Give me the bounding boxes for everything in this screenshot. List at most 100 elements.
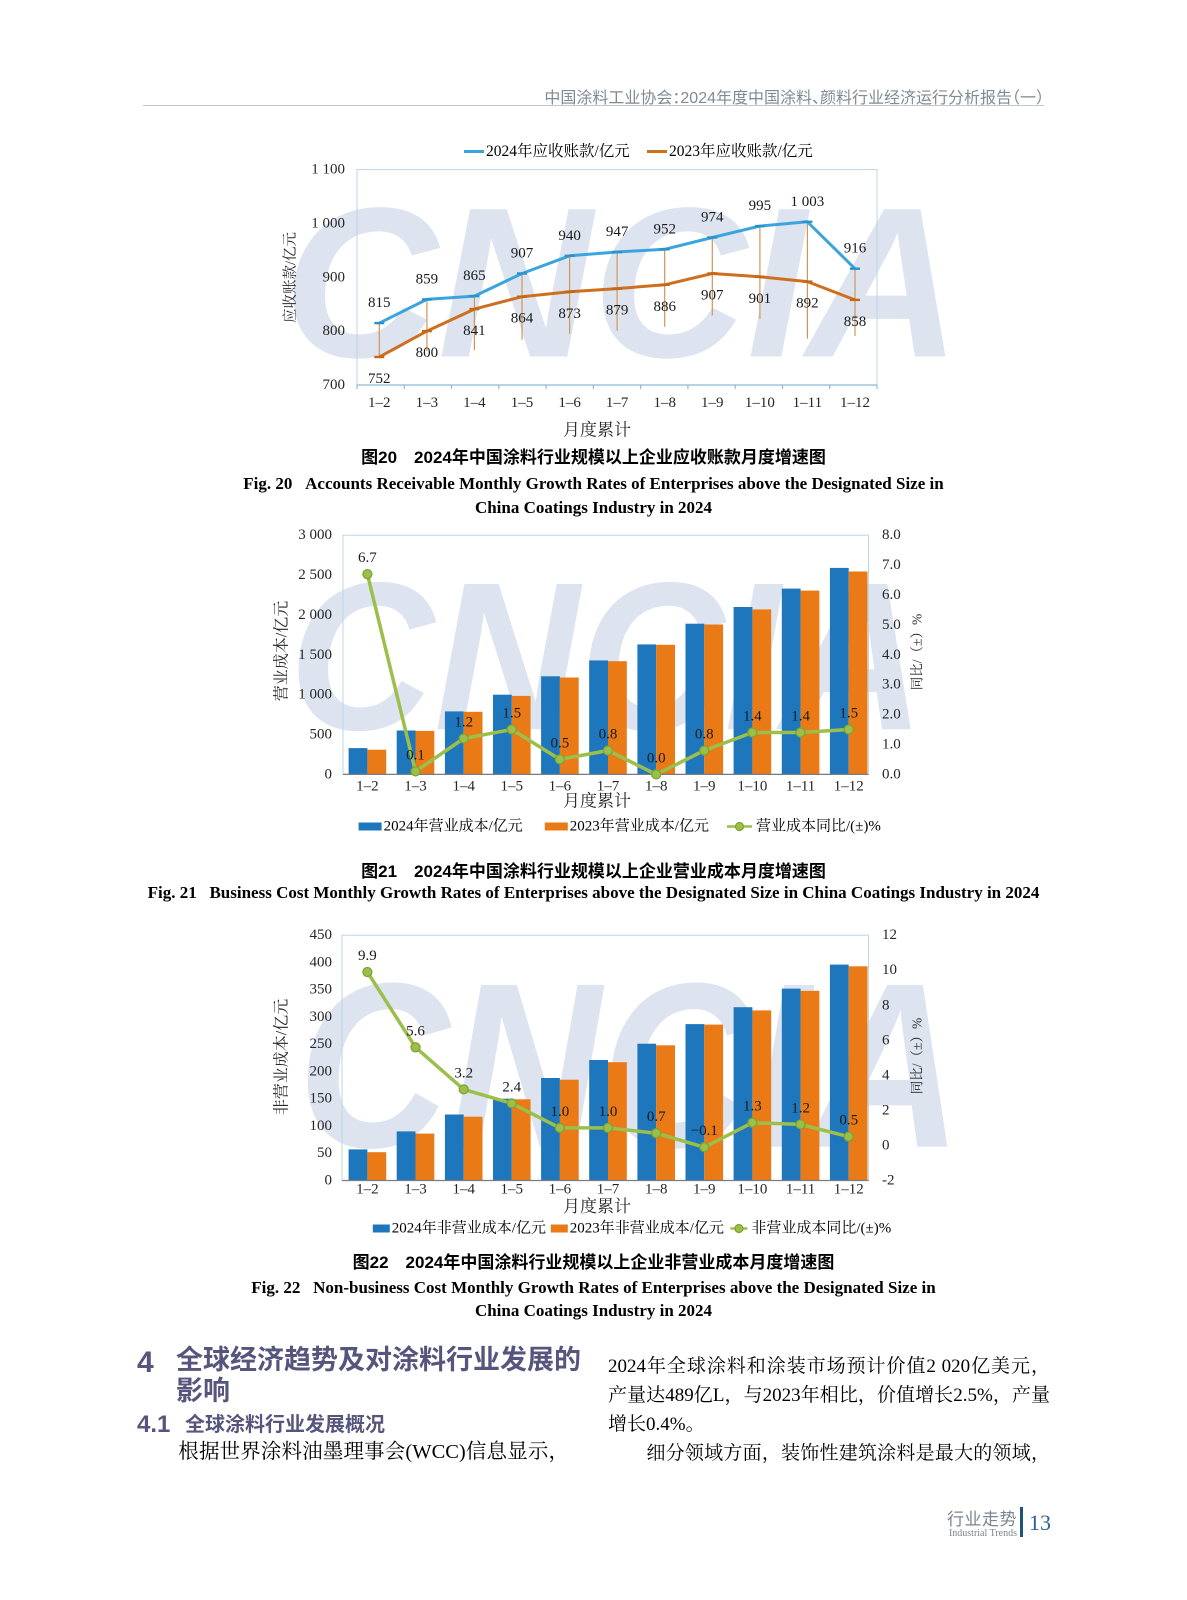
- svg-text:1.0: 1.0: [551, 1104, 570, 1120]
- svg-text:1.2: 1.2: [791, 1100, 810, 1116]
- svg-text:500: 500: [310, 727, 333, 743]
- svg-text:1–3: 1–3: [416, 395, 439, 411]
- svg-text:1–6: 1–6: [549, 1182, 572, 1198]
- svg-text:1–9: 1–9: [693, 1182, 716, 1198]
- svg-text:350: 350: [310, 982, 333, 998]
- svg-text:2024年营业成本/亿元: 2024年营业成本/亿元: [384, 817, 523, 835]
- svg-text:1–5: 1–5: [501, 1182, 524, 1198]
- svg-text:2: 2: [882, 1102, 890, 1118]
- svg-text:1 003: 1 003: [791, 194, 825, 210]
- svg-text:752: 752: [368, 371, 391, 387]
- svg-text:841: 841: [463, 323, 486, 339]
- svg-text:1–8: 1–8: [645, 1182, 668, 1198]
- svg-text:2024年非营业成本/亿元: 2024年非营业成本/亿元: [392, 1219, 546, 1237]
- svg-text:应收账款/亿元: 应收账款/亿元: [282, 231, 299, 323]
- svg-text:1–8: 1–8: [653, 395, 676, 411]
- svg-text:8: 8: [882, 997, 890, 1013]
- svg-text:1 500: 1 500: [298, 647, 332, 663]
- svg-text:1.3: 1.3: [743, 1099, 762, 1115]
- svg-text:9.9: 9.9: [358, 948, 377, 964]
- svg-text:1–10: 1–10: [737, 1182, 767, 1198]
- svg-text:900: 900: [323, 269, 346, 285]
- svg-text:1 100: 1 100: [311, 162, 345, 178]
- svg-text:2 500: 2 500: [298, 567, 332, 583]
- svg-text:1–7: 1–7: [606, 395, 629, 411]
- svg-text:3.2: 3.2: [454, 1065, 473, 1081]
- svg-text:2 000: 2 000: [298, 607, 332, 623]
- svg-text:−0.1: −0.1: [691, 1123, 718, 1139]
- svg-text:1–4: 1–4: [463, 395, 486, 411]
- svg-text:0: 0: [325, 1173, 333, 1189]
- svg-text:1.4: 1.4: [743, 709, 762, 725]
- svg-text:1–4: 1–4: [452, 1182, 475, 1198]
- svg-text:974: 974: [701, 210, 724, 226]
- svg-text:150: 150: [310, 1091, 333, 1107]
- svg-text:1.0: 1.0: [599, 1104, 618, 1120]
- svg-text:2023年非营业成本/亿元: 2023年非营业成本/亿元: [570, 1219, 724, 1237]
- svg-text:0.5: 0.5: [551, 735, 570, 751]
- svg-text:907: 907: [511, 246, 534, 262]
- svg-text:1.0: 1.0: [882, 737, 901, 753]
- svg-text:4: 4: [882, 1067, 890, 1083]
- svg-text:营业成本同比/(±)%: 营业成本同比/(±)%: [756, 817, 881, 835]
- svg-text:0.0: 0.0: [647, 750, 666, 766]
- svg-text:886: 886: [653, 299, 676, 315]
- svg-text:864: 864: [511, 311, 534, 327]
- svg-text:1.4: 1.4: [791, 709, 810, 725]
- svg-text:1–7: 1–7: [597, 1182, 620, 1198]
- svg-text:0: 0: [882, 1138, 890, 1154]
- svg-text:1–8: 1–8: [645, 779, 668, 795]
- svg-text:2.4: 2.4: [502, 1079, 521, 1095]
- svg-text:5.6: 5.6: [406, 1023, 425, 1039]
- svg-text:4.0: 4.0: [882, 647, 901, 663]
- svg-text:3.0: 3.0: [882, 677, 901, 693]
- svg-text:100: 100: [310, 1118, 333, 1134]
- svg-text:1.5: 1.5: [502, 706, 521, 722]
- svg-text:1–5: 1–5: [501, 779, 524, 795]
- svg-text:0.8: 0.8: [695, 727, 714, 743]
- svg-text:1–5: 1–5: [511, 395, 534, 411]
- svg-text:1–4: 1–4: [452, 779, 475, 795]
- svg-text:1 000: 1 000: [311, 215, 345, 231]
- svg-text:800: 800: [323, 323, 346, 339]
- svg-text:1–7: 1–7: [597, 779, 620, 795]
- svg-text:1–12: 1–12: [834, 779, 864, 795]
- svg-text:1–10: 1–10: [745, 395, 775, 411]
- svg-text:6.0: 6.0: [882, 587, 901, 603]
- svg-text:3 000: 3 000: [298, 527, 332, 543]
- svg-text:月度累计: 月度累计: [563, 421, 631, 440]
- svg-text:同比/（±）%: 同比/（±）%: [910, 1018, 925, 1094]
- svg-text:1–9: 1–9: [701, 395, 724, 411]
- svg-text:1–2: 1–2: [368, 395, 391, 411]
- svg-text:1.2: 1.2: [454, 715, 473, 731]
- svg-text:1–6: 1–6: [549, 779, 572, 795]
- svg-text:700: 700: [323, 377, 346, 393]
- svg-text:1–9: 1–9: [693, 779, 716, 795]
- svg-text:892: 892: [796, 296, 819, 312]
- svg-text:1–11: 1–11: [786, 1182, 815, 1198]
- svg-text:940: 940: [558, 228, 581, 244]
- svg-text:1–6: 1–6: [558, 395, 581, 411]
- svg-text:同比/（±）%: 同比/（±）%: [910, 614, 925, 690]
- svg-text:月度累计: 月度累计: [563, 1197, 631, 1216]
- svg-text:10: 10: [882, 962, 897, 978]
- svg-text:1–11: 1–11: [786, 779, 815, 795]
- svg-text:-2: -2: [882, 1173, 895, 1189]
- svg-text:907: 907: [701, 288, 724, 304]
- svg-text:7.0: 7.0: [882, 557, 901, 573]
- svg-text:865: 865: [463, 268, 486, 284]
- svg-text:1 000: 1 000: [298, 687, 332, 703]
- svg-text:0: 0: [325, 766, 333, 782]
- svg-text:952: 952: [653, 221, 676, 237]
- svg-text:2.0: 2.0: [882, 707, 901, 723]
- svg-text:月度累计: 月度累计: [563, 792, 631, 811]
- svg-text:800: 800: [416, 345, 439, 361]
- svg-text:CNCIA: CNCIA: [283, 164, 961, 403]
- svg-text:1–12: 1–12: [834, 1182, 864, 1198]
- svg-text:2023年应收账款/亿元: 2023年应收账款/亿元: [669, 141, 813, 160]
- svg-text:200: 200: [310, 1064, 333, 1080]
- svg-text:8.0: 8.0: [882, 527, 901, 543]
- svg-text:901: 901: [749, 291, 772, 307]
- svg-text:1–2: 1–2: [356, 779, 379, 795]
- svg-text:6.7: 6.7: [358, 550, 377, 566]
